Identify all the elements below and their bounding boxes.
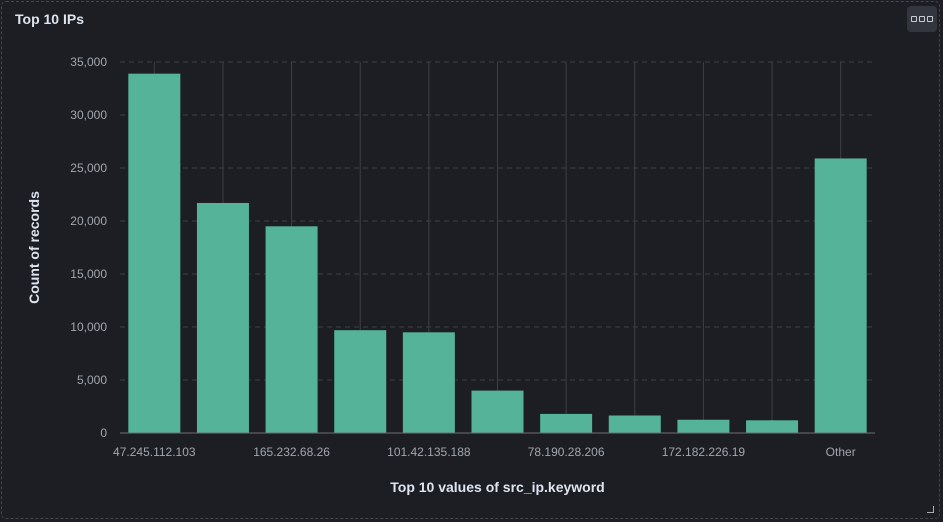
y-tick-label: 20,000 [70,214,107,228]
bar [677,419,730,433]
y-tick-label: 30,000 [70,108,107,122]
bar [128,73,181,433]
bar [471,390,524,433]
panel-title: Top 10 IPs [15,11,84,27]
x-axis-title: Top 10 values of src_ip.keyword [390,479,604,495]
x-tick-label: 101.42.135.188 [387,445,471,459]
bars [128,73,867,433]
x-tick-label: 47.245.112.103 [113,445,196,459]
bar [334,330,387,433]
bar [402,332,455,433]
resize-corner-icon[interactable] [927,506,934,513]
bar [746,420,799,433]
bar [196,202,249,433]
y-tick-label: 10,000 [70,320,107,334]
y-axis-ticks: 0 5,000 10,000 15,000 20,000 25,000 30,000 35,0… [70,55,107,440]
y-tick-label: 15,000 [70,267,107,281]
x-tick-label: 78.190.28.206 [528,445,605,459]
bar [540,413,593,433]
y-tick-label: 5,000 [77,373,107,387]
x-tick-label: Other [826,445,856,459]
y-tick-label: 35,000 [70,55,107,69]
bar [265,226,318,433]
bar [608,415,661,433]
y-tick-label: 25,000 [70,161,107,175]
y-tick-label: 0 [100,426,107,440]
x-axis-ticks: 47.245.112.103 165.232.68.26 101.42.135.18… [113,445,856,459]
x-tick-label: 172.182.226.19 [662,445,746,459]
ellipsis-icon[interactable] [907,6,937,32]
x-tick-label: 165.232.68.26 [253,445,330,459]
y-axis-title: Count of records [26,191,42,304]
bar [814,158,867,433]
